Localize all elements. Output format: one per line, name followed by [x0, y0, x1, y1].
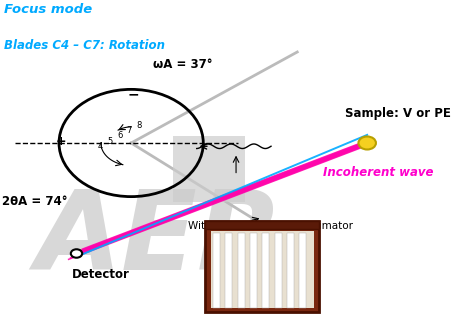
Text: +: +: [56, 135, 66, 148]
Text: AER: AER: [35, 186, 283, 292]
Text: 8: 8: [136, 121, 142, 130]
Circle shape: [71, 249, 82, 258]
Bar: [262, 233, 269, 308]
Bar: [213, 233, 220, 308]
Bar: [275, 233, 282, 308]
Text: ωA = 37°: ωA = 37°: [153, 58, 212, 72]
Bar: [238, 233, 245, 308]
Text: 4: 4: [98, 142, 103, 151]
Bar: [225, 233, 232, 308]
Circle shape: [359, 136, 376, 150]
Bar: [173, 136, 245, 202]
Bar: [287, 233, 294, 308]
Bar: [211, 231, 314, 308]
Text: 5: 5: [107, 136, 113, 146]
Text: 6: 6: [117, 131, 122, 140]
Text: Focus mode: Focus mode: [4, 3, 92, 16]
Text: 2θA = 74°: 2θA = 74°: [2, 195, 68, 208]
Text: 7: 7: [127, 126, 132, 135]
Text: Detector: Detector: [72, 268, 130, 281]
Text: With/without a radial collimator: With/without a radial collimator: [188, 221, 353, 231]
Bar: [205, 221, 319, 312]
Bar: [299, 233, 306, 308]
Bar: [205, 221, 319, 229]
Text: Sample: V or PE: Sample: V or PE: [345, 107, 451, 120]
Text: −: −: [127, 87, 139, 101]
Bar: [250, 233, 257, 308]
Text: Blades C4 – C7: Rotation: Blades C4 – C7: Rotation: [4, 39, 165, 52]
Text: Incoherent wave: Incoherent wave: [324, 166, 434, 179]
